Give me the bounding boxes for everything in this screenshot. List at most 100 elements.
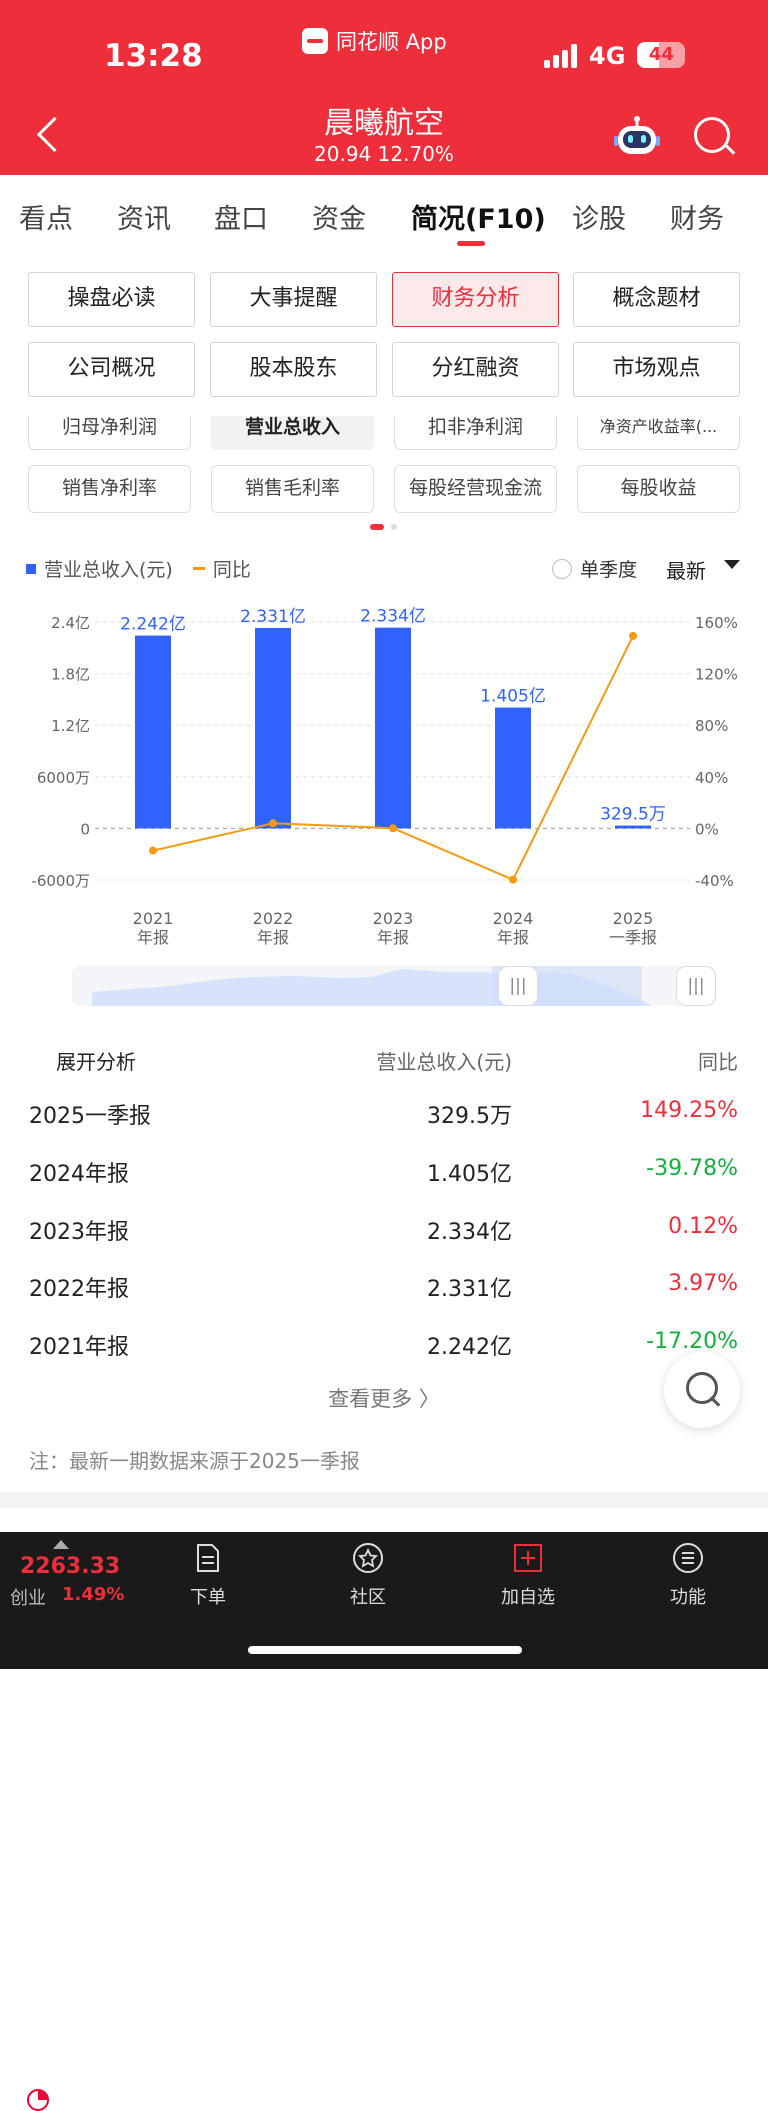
legend-line-label: 同比 — [212, 559, 251, 581]
metric-net-margin[interactable]: 销售净利率 — [28, 465, 191, 513]
btn-company-overview[interactable]: 公司概况 — [28, 342, 195, 397]
row-period: 2021年报 — [29, 1335, 129, 1360]
legend-bar-swatch — [26, 563, 36, 574]
metric-net-profit[interactable]: 归母净利润 — [28, 416, 191, 450]
table-row[interactable]: 2023年报 2.334亿 0.12% — [0, 1214, 768, 1254]
view-more-link[interactable]: 查看更多 〉 — [328, 1387, 440, 1411]
btn-shareholders[interactable]: 股本股东 — [210, 342, 377, 397]
btn-financial-analysis[interactable]: 财务分析 — [392, 272, 559, 327]
x-tick-label: 2022 — [253, 909, 294, 928]
legend-line-swatch — [192, 567, 205, 570]
floating-search-icon[interactable] — [664, 1352, 740, 1428]
status-app-label[interactable]: 同花顺 App — [302, 26, 447, 56]
caret-down-icon[interactable] — [724, 560, 740, 569]
tab-finance[interactable]: 财务 — [670, 204, 724, 235]
bar-value-label: 2.334亿 — [360, 607, 426, 627]
yoy-point — [389, 824, 397, 833]
tab-f10[interactable]: 简况(F10) — [411, 204, 546, 235]
btn-trading-guide[interactable]: 操盘必读 — [28, 272, 195, 327]
legend-bar-label: 营业总收入(元) — [44, 559, 173, 581]
btn-concepts[interactable]: 概念题材 — [573, 272, 740, 327]
tab-pankou[interactable]: 盘口 — [214, 204, 268, 235]
order-doc-icon — [197, 1544, 219, 1572]
stock-name: 晨曦航空 — [324, 106, 444, 141]
metric-roe[interactable]: 净资产收益率(... — [577, 416, 740, 450]
y-right-tick-label: 40% — [695, 769, 728, 787]
revenue-bar — [375, 627, 411, 829]
robot-assistant-icon[interactable] — [614, 114, 660, 156]
x-tick-label: 年报 — [137, 928, 169, 947]
col-revenue-header: 营业总收入(元) — [376, 1050, 512, 1074]
y-right-tick-label: -40% — [695, 872, 734, 890]
data-source-note: 注：最新一期数据来源于2025一季报 — [29, 1449, 360, 1473]
home-indicator — [248, 1646, 522, 1654]
yoy-point — [509, 875, 517, 884]
y-left-tick-label: -6000万 — [31, 872, 90, 890]
revenue-bar — [255, 627, 291, 829]
row-yoy: -39.78% — [646, 1156, 738, 1181]
app-logo-icon — [302, 28, 328, 54]
metric-op-cashflow[interactable]: 每股经营现金流 — [394, 465, 557, 513]
range-slider[interactable] — [72, 966, 716, 1006]
tab-funds[interactable]: 资金 — [312, 204, 366, 235]
slider-handle-right[interactable]: ||| — [676, 966, 716, 1006]
metric-gross-margin[interactable]: 销售毛利率 — [211, 465, 374, 513]
section-divider — [0, 1492, 768, 1508]
x-tick-label: 2023 — [373, 909, 414, 928]
metric-eps[interactable]: 每股收益 — [577, 465, 740, 513]
expand-up-icon[interactable] — [53, 1540, 69, 1549]
row-period: 2023年报 — [29, 1220, 129, 1245]
slider-handle-left[interactable]: ||| — [498, 966, 538, 1006]
active-tab-indicator — [457, 241, 485, 246]
index-value[interactable]: 2263.33 — [20, 1554, 121, 1579]
index-name: 创业 — [10, 1588, 46, 1609]
bar-value-label: 1.405亿 — [480, 687, 546, 707]
y-left-tick-label: 1.8亿 — [51, 666, 90, 684]
community-star-icon — [353, 1543, 383, 1573]
chart-legend: 营业总收入(元) 同比 — [26, 555, 251, 582]
x-tick-label: 2024 — [493, 909, 534, 928]
table-row[interactable]: 2025一季报 329.5万 149.25% — [0, 1098, 768, 1138]
battery-level: 44 — [648, 44, 674, 65]
btn-market-views[interactable]: 市场观点 — [573, 342, 740, 397]
x-tick-label: 年报 — [497, 928, 529, 947]
period-select[interactable]: 最新 — [666, 559, 706, 583]
bar-value-label: 2.331亿 — [240, 607, 306, 627]
nav-order[interactable]: 下单 — [163, 1542, 253, 1609]
tab-news[interactable]: 资讯 — [117, 204, 171, 235]
y-left-tick-label: 6000万 — [37, 769, 90, 787]
row-period: 2022年报 — [29, 1277, 129, 1302]
table-row[interactable]: 2024年报 1.405亿 -39.78% — [0, 1156, 768, 1196]
nav-community[interactable]: 社区 — [323, 1542, 413, 1609]
status-time: 13:28 — [104, 38, 203, 74]
page-dot — [391, 524, 397, 530]
btn-dividends[interactable]: 分红融资 — [392, 342, 559, 397]
row-yoy: 3.97% — [668, 1271, 738, 1296]
quarter-toggle[interactable]: 单季度 — [552, 555, 637, 582]
stock-change: 12.70% — [377, 142, 454, 166]
metric-total-revenue[interactable]: 营业总收入 — [211, 416, 374, 450]
row-yoy: 149.25% — [640, 1098, 738, 1123]
y-left-tick-label: 2.4亿 — [51, 614, 90, 632]
app-header: 13:28 同花顺 App 4G 44 晨曦航空 20.94 12.70% — [0, 0, 768, 175]
table-row[interactable]: 2021年报 2.242亿 -17.20% — [0, 1329, 768, 1369]
nav-functions[interactable]: 功能 — [643, 1542, 733, 1609]
revenue-bar — [615, 825, 651, 829]
btn-event-reminder[interactable]: 大事提醒 — [210, 272, 377, 327]
y-left-tick-label: 0 — [80, 820, 90, 838]
table-row[interactable]: 2022年报 2.331亿 3.97% — [0, 1271, 768, 1311]
search-icon[interactable] — [694, 117, 730, 153]
metric-deducted-profit[interactable]: 扣非净利润 — [394, 416, 557, 450]
tab-diagnose[interactable]: 诊股 — [572, 204, 626, 235]
radio-icon[interactable] — [552, 558, 572, 579]
tab-kandian[interactable]: 看点 — [19, 204, 73, 235]
expand-analysis-label[interactable]: 展开分析 — [56, 1050, 136, 1074]
y-right-tick-label: 160% — [695, 614, 738, 632]
menu-icon — [673, 1543, 703, 1573]
yoy-point — [269, 819, 277, 828]
pie-chart-icon[interactable] — [27, 2089, 49, 2111]
slider-preview — [92, 966, 652, 1006]
quarter-toggle-label: 单季度 — [580, 559, 638, 581]
table-header: 展开分析 营业总收入(元) 同比 — [0, 1042, 768, 2111]
nav-add-watchlist[interactable]: 加自选 — [483, 1542, 573, 1609]
